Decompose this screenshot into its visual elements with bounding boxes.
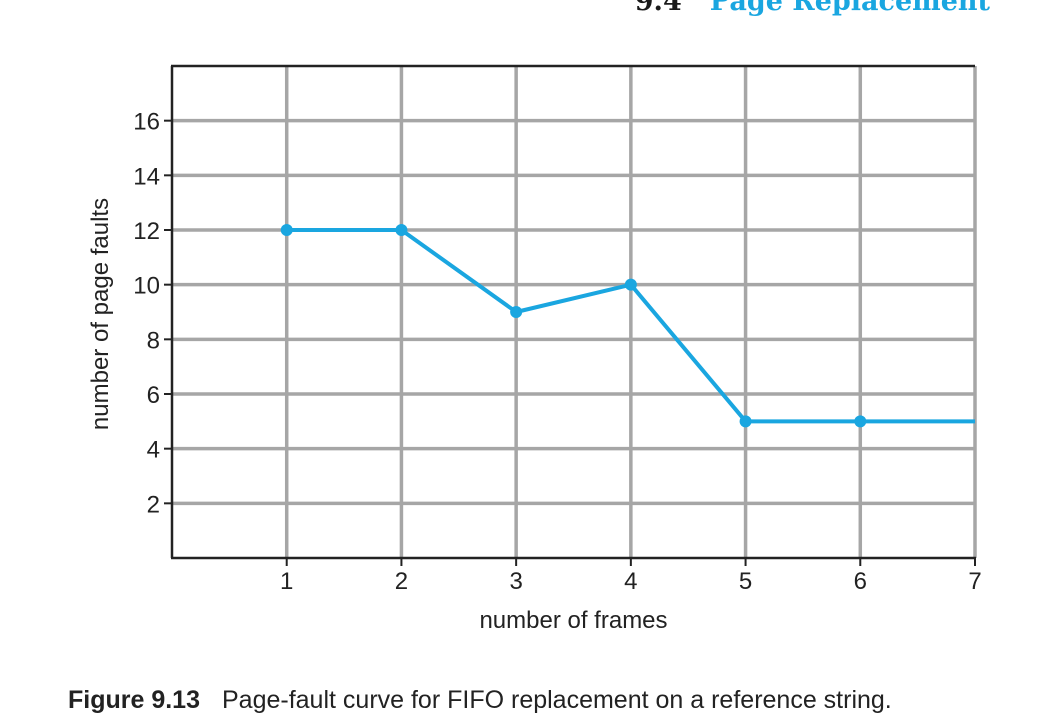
series <box>280 224 975 428</box>
y-tick-label: 6 <box>147 382 160 409</box>
y-tick-label: 2 <box>147 491 160 518</box>
caption-text: Page-fault curve for FIFO replacement on… <box>222 686 892 714</box>
data-point <box>854 415 867 428</box>
y-tick-label: 8 <box>147 327 160 354</box>
axes <box>164 64 976 566</box>
x-tick-label: 6 <box>854 568 867 595</box>
y-tick-label: 4 <box>147 437 160 464</box>
grid <box>172 66 977 558</box>
data-point <box>395 224 408 236</box>
section-number: 9.4 <box>634 0 682 17</box>
x-tick-label: 2 <box>395 568 408 595</box>
page-header: 9.4 Page Replacement <box>635 0 990 17</box>
section-title: Page Replacement <box>709 0 990 17</box>
x-axis-title: number of frames <box>479 607 667 634</box>
y-tick-label: 12 <box>133 218 160 245</box>
data-point <box>280 224 293 236</box>
data-point <box>624 278 637 291</box>
x-tick-label: 7 <box>968 568 981 595</box>
x-tick-label: 5 <box>739 568 752 595</box>
data-point <box>739 415 752 428</box>
y-tick-label: 14 <box>133 163 160 190</box>
x-tick-label: 4 <box>624 568 637 595</box>
data-point <box>510 306 523 318</box>
caption-label: Figure 9.13 <box>68 686 200 714</box>
y-tick-label: 10 <box>133 273 160 300</box>
y-axis-title: number of page faults <box>87 198 114 430</box>
x-tick-label: 1 <box>280 568 293 595</box>
x-tick-label: 3 <box>509 568 522 595</box>
y-tick-label: 16 <box>133 109 160 136</box>
figure-caption: Figure 9.13 Page-fault curve for FIFO rep… <box>68 686 892 715</box>
